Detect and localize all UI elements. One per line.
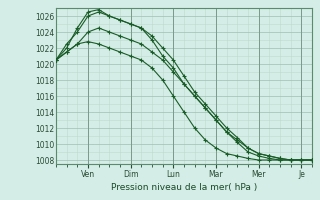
X-axis label: Pression niveau de la mer( hPa ): Pression niveau de la mer( hPa )	[111, 183, 257, 192]
